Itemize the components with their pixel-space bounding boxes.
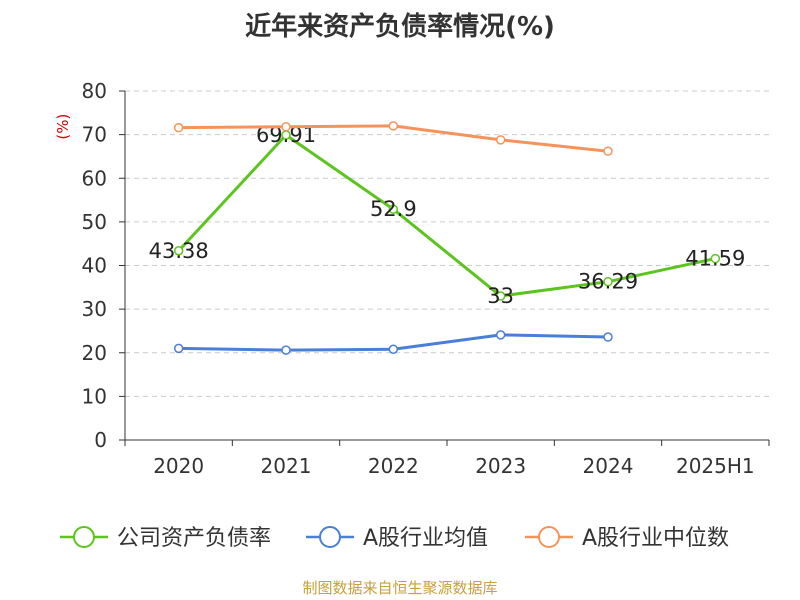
y-tick-label: 60 xyxy=(82,166,107,190)
x-tick-label: 2024 xyxy=(583,454,634,478)
data-point xyxy=(495,135,506,145)
data-point xyxy=(388,344,399,355)
data-point xyxy=(388,121,399,131)
data-label: 52.9 xyxy=(370,197,417,221)
y-unit-label: (%) xyxy=(54,114,72,140)
source-note: 制图数据来自恒生聚源数据库 xyxy=(302,579,498,597)
x-tick-label: 2020 xyxy=(153,454,204,478)
y-tick-label: 80 xyxy=(82,79,107,103)
series-line-0 xyxy=(177,133,716,298)
y-tick-label: 30 xyxy=(82,297,107,321)
data-point xyxy=(495,291,506,301)
data-point xyxy=(495,330,506,340)
legend-marker xyxy=(538,526,560,548)
data-point xyxy=(603,332,613,342)
data-point xyxy=(603,146,613,156)
data-point xyxy=(281,345,291,355)
x-tick-label: 2023 xyxy=(475,454,526,478)
line-chart: 0 10 20 30 40 50 60 70 80 (%) 2020 2021 2022 2023 2024… xyxy=(54,79,770,551)
legend-label: 公司资产负债率 xyxy=(117,526,271,551)
data-point xyxy=(173,122,184,133)
data-label: 33 xyxy=(487,284,514,308)
data-point xyxy=(173,246,184,256)
legend-marker xyxy=(319,526,341,548)
legend-marker xyxy=(73,526,95,548)
y-tick-label: 70 xyxy=(82,123,107,147)
y-tick-label: 20 xyxy=(82,341,107,365)
x-tick-label: 2025H1 xyxy=(676,454,755,478)
legend-label: A股行业均值 xyxy=(363,526,488,551)
x-tick-label: 2022 xyxy=(368,454,419,478)
chart-title: 近年来资产负债率情况(%) xyxy=(245,12,555,42)
data-point xyxy=(388,204,399,214)
data-point xyxy=(603,276,613,287)
data-point xyxy=(173,343,184,354)
data-point xyxy=(710,253,721,264)
y-tick-label: 50 xyxy=(82,210,107,234)
legend-label: A股行业中位数 xyxy=(582,526,729,551)
y-tick-label: 40 xyxy=(82,254,107,278)
data-label: 41.59 xyxy=(685,247,745,271)
x-tick-label: 2021 xyxy=(261,454,312,478)
data-point xyxy=(281,122,291,132)
data-label: 36.29 xyxy=(578,270,638,294)
data-label: 43.38 xyxy=(149,239,209,263)
y-tick-label: 10 xyxy=(82,384,107,408)
y-tick-label: 0 xyxy=(94,428,107,452)
